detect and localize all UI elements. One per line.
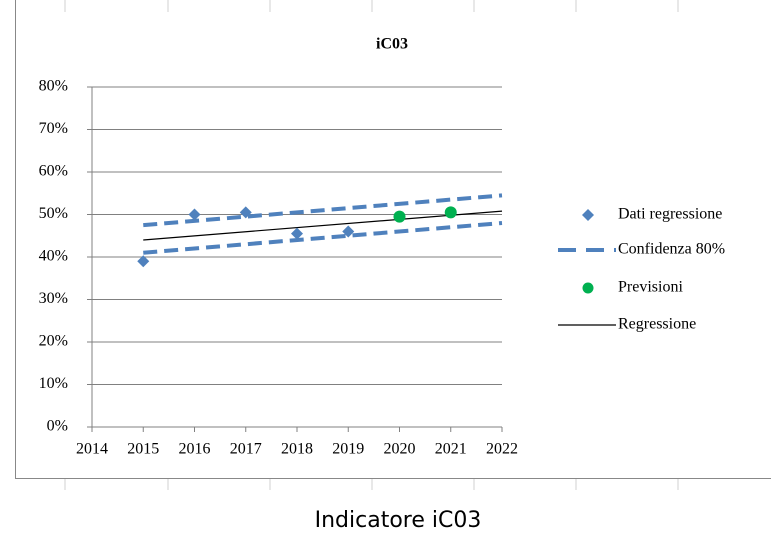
y-tick-label: 40% [39, 248, 68, 265]
confidence-line [143, 193, 503, 228]
forecast-point [444, 206, 457, 219]
x-tick-label: 2019 [332, 441, 364, 458]
caption: Indicatore iC03 [315, 508, 482, 533]
legend-marker [582, 209, 594, 221]
x-tick-label: 2015 [127, 441, 159, 458]
confidence-line [143, 221, 503, 255]
data-point [137, 255, 150, 268]
y-tick-label: 30% [39, 290, 68, 307]
data-point [342, 225, 355, 238]
x-tick-label: 2021 [435, 441, 467, 458]
y-tick-label: 60% [39, 163, 68, 180]
y-tick-label: 80% [39, 78, 68, 95]
y-tick-label: 0% [47, 418, 68, 435]
x-tick-label: 2018 [281, 441, 313, 458]
legend-label: Previsioni [618, 279, 683, 296]
chart-title: iC03 [376, 36, 408, 53]
legend-label: Confidenza 80% [618, 241, 725, 258]
y-tick-label: 50% [39, 205, 68, 222]
y-tick-label: 10% [39, 375, 68, 392]
x-tick-label: 2016 [179, 441, 211, 458]
x-tick-label: 2014 [76, 441, 108, 458]
forecast-point [393, 210, 406, 223]
legend-marker [582, 282, 594, 294]
document-lines [64, 0, 679, 490]
x-tick-label: 2020 [384, 441, 416, 458]
data-point [239, 206, 252, 219]
x-tick-label: 2022 [486, 441, 518, 458]
y-tick-label: 70% [39, 120, 68, 137]
legend-label: Dati regressione [618, 206, 722, 223]
y-tick-label: 20% [39, 333, 68, 350]
x-tick-label: 2017 [230, 441, 262, 458]
chart-frame [15, 0, 771, 479]
data-point [188, 208, 201, 221]
regression-line [143, 210, 503, 241]
data-point [291, 227, 303, 240]
legend-label: Regressione [618, 316, 696, 333]
